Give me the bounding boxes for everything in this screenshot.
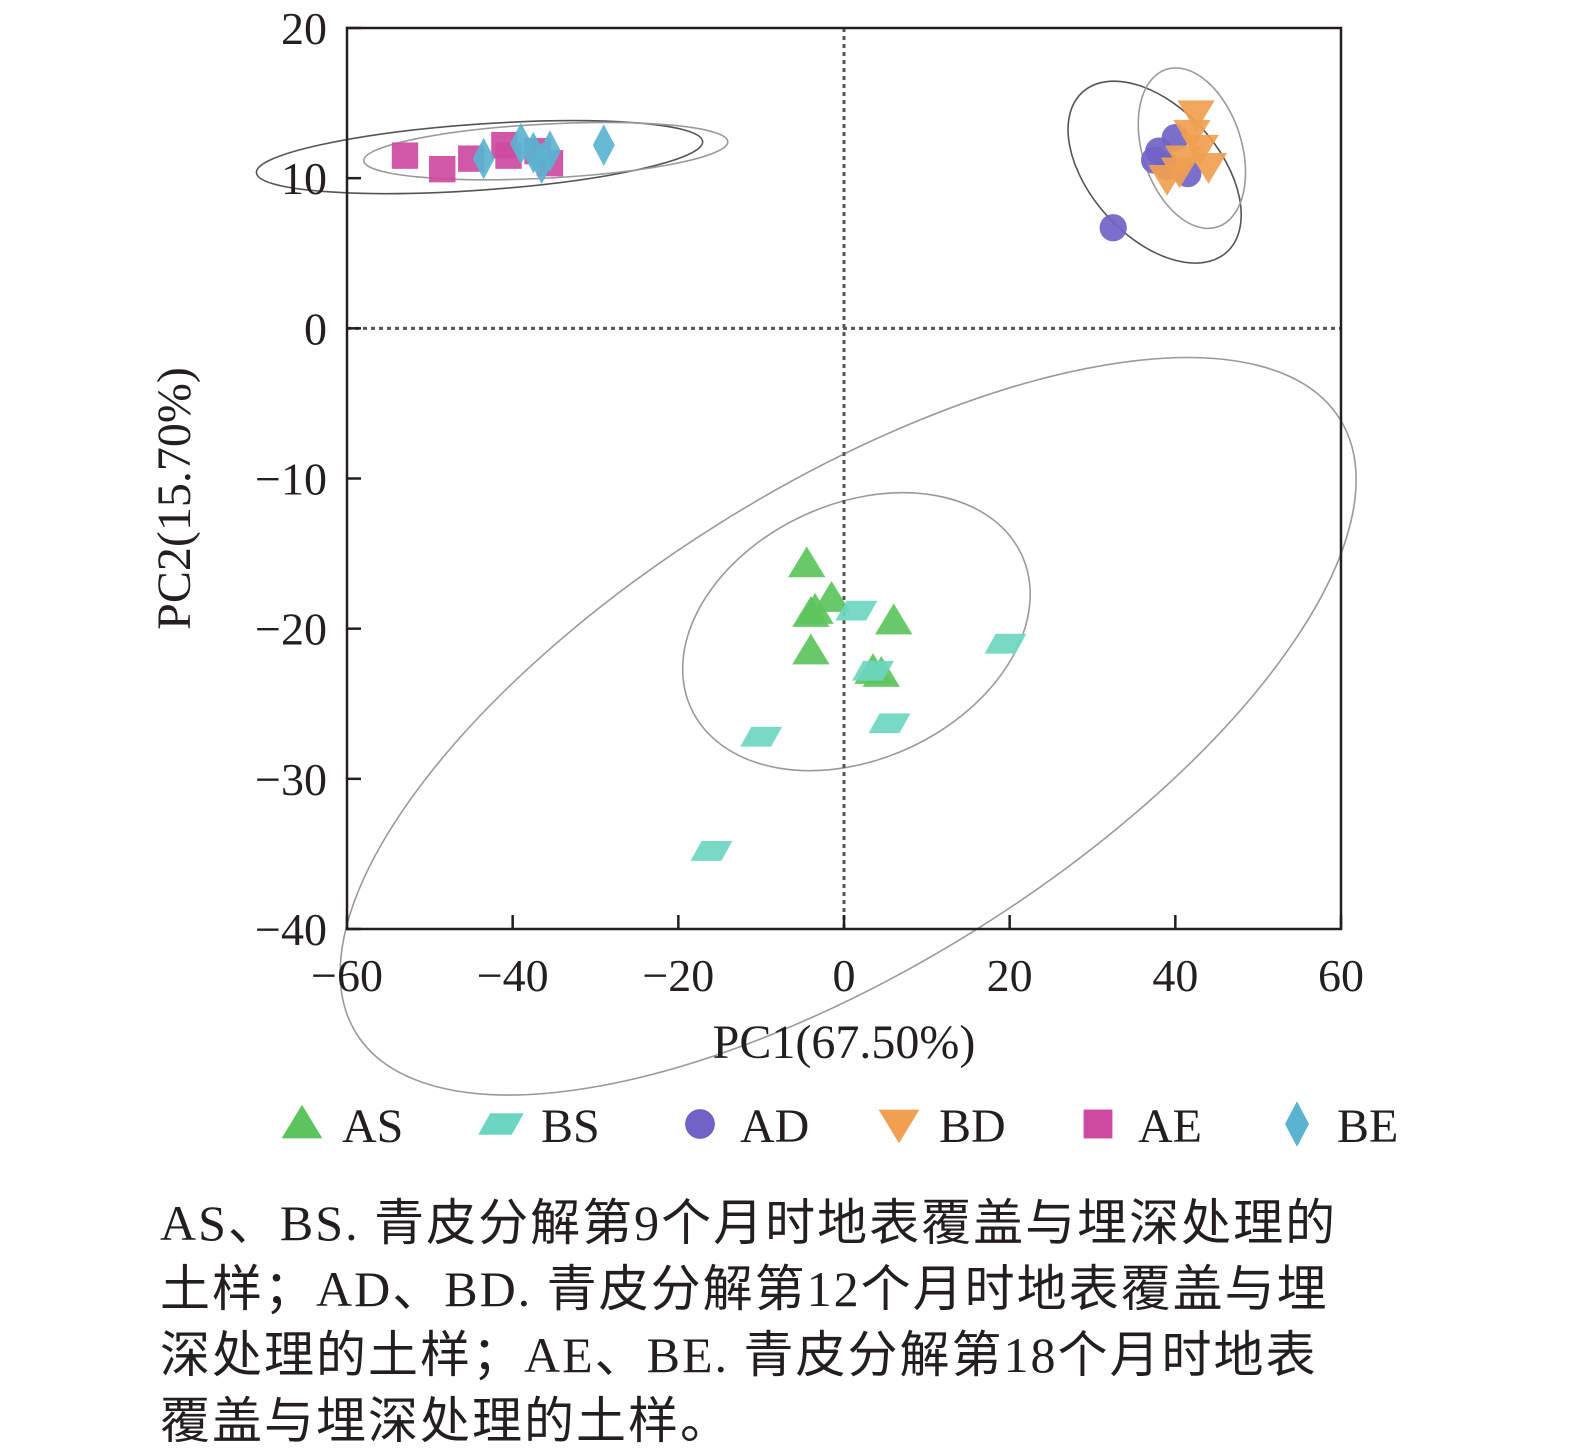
y-tick-label: 10 <box>281 153 327 204</box>
point-be <box>509 122 532 165</box>
point-bs <box>984 633 1027 654</box>
legend-marker-bs <box>478 1113 524 1135</box>
point-as <box>812 581 851 612</box>
legend-item-as: AS <box>281 1100 403 1153</box>
point-be <box>538 130 561 173</box>
x-tick-label: −60 <box>311 950 383 1001</box>
x-tick-label: 60 <box>1318 950 1364 1001</box>
x-tick-label: 40 <box>1152 950 1198 1001</box>
point-ae <box>429 155 456 183</box>
legend-marker-as <box>281 1104 323 1139</box>
point-bs <box>868 713 911 734</box>
x-tick-label: −40 <box>477 950 549 1001</box>
y-tick-label: −20 <box>255 604 327 655</box>
ellipse-be <box>363 121 729 181</box>
caption-line: 覆盖与埋深处理的土样。 <box>160 1393 732 1449</box>
point-bs <box>835 600 878 621</box>
legend-item-be: BE <box>1285 1100 1398 1153</box>
point-as <box>788 546 826 578</box>
point-be <box>592 124 615 167</box>
point-bs <box>690 841 733 861</box>
x-tick-label: 20 <box>987 950 1033 1001</box>
point-bs <box>740 726 783 747</box>
data-points <box>391 100 1228 861</box>
y-tick-label: 0 <box>304 303 327 354</box>
point-bd <box>1181 134 1219 166</box>
y-tick-label: −30 <box>255 754 327 805</box>
point-bd <box>1160 157 1199 189</box>
y-tick-label: −10 <box>255 454 327 505</box>
ellipse-ae <box>255 119 704 195</box>
x-axis-title: PC1(67.50%) <box>713 1016 976 1069</box>
legend-label: BS <box>541 1100 600 1153</box>
y-tick-label: −40 <box>255 904 327 955</box>
y-axis-title: PC2(15.70%) <box>148 367 201 630</box>
legend-label: BE <box>1337 1100 1398 1153</box>
axis-ticks <box>345 26 1343 931</box>
legend-label: BD <box>939 1100 1006 1153</box>
legend-item-bs: BS <box>478 1100 600 1153</box>
point-be <box>472 137 495 180</box>
caption-line: AS、BS. 青皮分解第9个月时地表覆盖与埋深处理的 <box>160 1195 1338 1251</box>
point-bd <box>1177 100 1215 132</box>
legend-marker-ae <box>1083 1109 1113 1139</box>
legend-item-ad: AD <box>685 1100 809 1153</box>
caption-line: 土样；AD、BD. 青皮分解第12个月时地表覆盖与埋 <box>160 1261 1329 1317</box>
legend-marker-bd <box>878 1109 920 1144</box>
point-as <box>796 593 834 624</box>
legend-label: AD <box>740 1100 809 1153</box>
point-bs <box>852 660 894 681</box>
y-tick-label: 20 <box>281 3 327 54</box>
legend-marker-be <box>1285 1101 1309 1147</box>
point-as <box>792 633 830 665</box>
legend-label: AS <box>342 1100 403 1153</box>
figure-caption: AS、BS. 青皮分解第9个月时地表覆盖与埋深处理的 土样；AD、BD. 青皮分… <box>160 1190 1420 1454</box>
legend-item-ae: AE <box>1083 1100 1202 1153</box>
point-ae <box>391 142 419 169</box>
legend-marker-ad <box>685 1109 715 1139</box>
caption-line: 深处理的土样；AE、BE. 青皮分解第18个月时地表 <box>160 1327 1318 1383</box>
x-tick-label: 0 <box>833 950 856 1001</box>
legend-item-bd: BD <box>878 1100 1006 1153</box>
zero-reference-lines <box>347 28 1341 929</box>
point-as <box>875 603 913 635</box>
legend: AS BS AD BD AE BE <box>281 1100 1398 1153</box>
point-ad <box>1099 214 1127 242</box>
ellipse-as <box>681 491 1031 772</box>
x-tick-label: −20 <box>642 950 714 1001</box>
legend-label: AE <box>1138 1100 1202 1153</box>
